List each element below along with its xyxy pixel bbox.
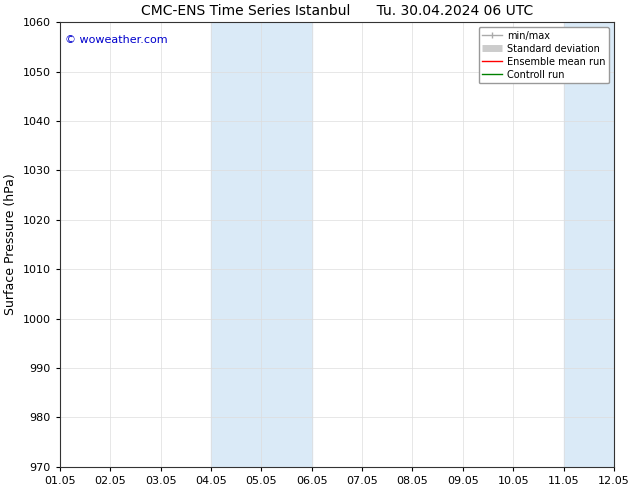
- Bar: [564, 22, 634, 467]
- Bar: [211, 22, 312, 467]
- Legend: min/max, Standard deviation, Ensemble mean run, Controll run: min/max, Standard deviation, Ensemble me…: [479, 27, 609, 83]
- Title: CMC-ENS Time Series Istanbul      Tu. 30.04.2024 06 UTC: CMC-ENS Time Series Istanbul Tu. 30.04.2…: [141, 4, 533, 18]
- Y-axis label: Surface Pressure (hPa): Surface Pressure (hPa): [4, 173, 17, 316]
- Text: © woweather.com: © woweather.com: [65, 35, 168, 46]
